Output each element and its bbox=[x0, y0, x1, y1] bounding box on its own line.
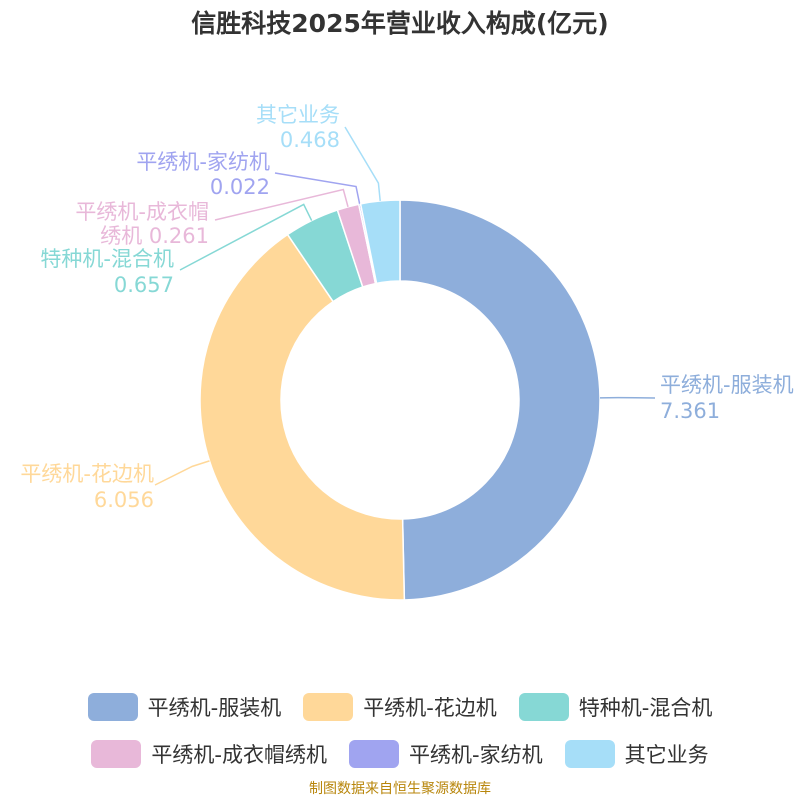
slice-label-value-3: 绣机 0.261 bbox=[100, 224, 209, 248]
slice-label-name-5: 其它业务 bbox=[256, 103, 340, 127]
legend-item-2[interactable]: 特种机-混合机 bbox=[518, 692, 713, 722]
legend-label-4: 平绣机-家纺机 bbox=[409, 743, 543, 767]
legend-swatch-4 bbox=[349, 740, 399, 768]
leader-line-3 bbox=[214, 188, 349, 221]
leader-line-1 bbox=[154, 460, 210, 486]
legend-label-1: 平绣机-花边机 bbox=[363, 696, 497, 720]
legend-swatch-0 bbox=[87, 693, 138, 721]
slice-label-name-4: 平绣机-家纺机 bbox=[136, 150, 270, 174]
legend-swatch-1 bbox=[303, 693, 354, 721]
slice-label-value-1: 6.056 bbox=[94, 488, 154, 512]
slice-label-name-2: 特种机-混合机 bbox=[40, 247, 174, 271]
slice-1[interactable] bbox=[199, 233, 406, 601]
leader-line-4 bbox=[274, 172, 361, 205]
legend-row-2: 平绣机-成衣帽绣机 平绣机-家纺机 其它业务 bbox=[0, 739, 800, 769]
slice-label-name-1: 平绣机-花边机 bbox=[20, 462, 154, 486]
chart-title: 信胜科技2025年营业收入构成(亿元) bbox=[191, 9, 609, 38]
legend-swatch-3 bbox=[91, 740, 142, 768]
slice-label-name-0: 平绣机-服装机 bbox=[660, 373, 794, 397]
legend-swatch-5 bbox=[564, 740, 615, 768]
slice-5[interactable] bbox=[359, 199, 401, 285]
legend-item-4[interactable]: 平绣机-家纺机 bbox=[349, 739, 543, 769]
legend-label-5: 其它业务 bbox=[624, 743, 709, 767]
slice-label-value-5: 0.468 bbox=[280, 128, 340, 152]
legend-item-5[interactable]: 其它业务 bbox=[564, 739, 709, 769]
legend-label-2: 特种机-混合机 bbox=[578, 696, 713, 720]
legend-item-3[interactable]: 平绣机-成衣帽绣机 bbox=[91, 739, 327, 769]
legend-row-1: 平绣机-服装机 平绣机-花边机 特种机-混合机 bbox=[0, 692, 800, 722]
legend-item-1[interactable]: 平绣机-花边机 bbox=[303, 692, 497, 722]
slice-label-value-0: 7.361 bbox=[660, 399, 720, 423]
slice-0[interactable] bbox=[399, 199, 601, 601]
data-source-note: 制图数据来自恒生聚源数据库 bbox=[309, 781, 491, 797]
legend-label-3: 平绣机-成衣帽绣机 bbox=[151, 743, 327, 767]
legend-label-0: 平绣机-服装机 bbox=[147, 696, 282, 720]
slice-label-value-4: 0.022 bbox=[210, 175, 270, 199]
leader-line-2 bbox=[179, 203, 313, 271]
legend-item-0[interactable]: 平绣机-服装机 bbox=[87, 692, 282, 722]
slice-label-value-2: 0.657 bbox=[114, 273, 174, 297]
slice-label-name-3: 平绣机-成衣帽 bbox=[75, 200, 209, 224]
legend-swatch-2 bbox=[518, 693, 569, 721]
leader-line-5 bbox=[344, 126, 381, 202]
